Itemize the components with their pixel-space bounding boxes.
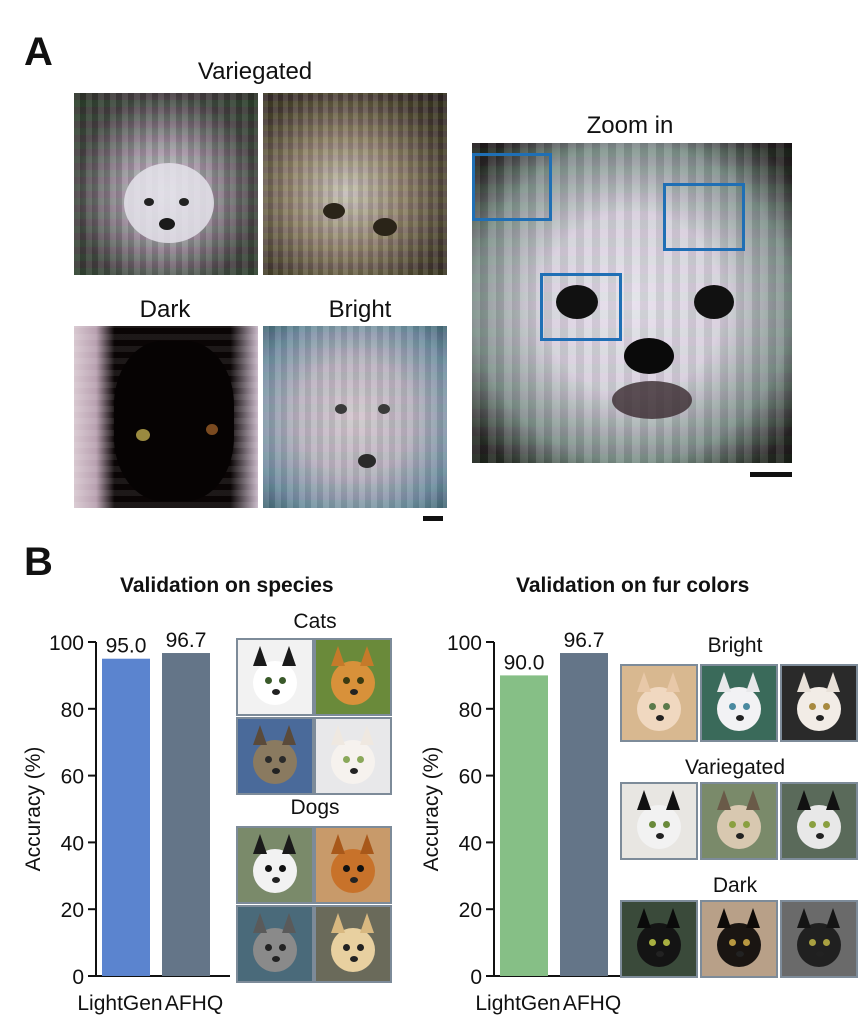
cat-photo-tuxedo xyxy=(236,638,314,716)
panel-a-letter: A xyxy=(24,30,53,74)
fur-y-tick-label: 0 xyxy=(470,966,482,989)
generated-image-dark-cat xyxy=(74,326,258,508)
dog-photo-wolf xyxy=(236,905,314,983)
zoom-region-box-3 xyxy=(540,273,622,341)
bar-chart-fur-colors: 0 20 40 60 80 100 Accuracy (%) 90.0 LightGen 96.7… xyxy=(420,629,628,1015)
fur-category-label: LightGen xyxy=(475,992,560,1015)
species-bar-lightgen xyxy=(102,658,150,976)
fur-y-tick-label: 100 xyxy=(447,632,482,655)
species-y-tick-label: 20 xyxy=(61,899,84,922)
fur-photo-dark-2 xyxy=(700,900,778,978)
fur-photo-bright-3 xyxy=(780,664,858,742)
species-bar-afhq xyxy=(162,653,210,976)
scale-bar-zoom xyxy=(750,472,792,477)
species-value-label: 95.0 xyxy=(106,635,147,658)
chart-title-species: Validation on species xyxy=(120,574,334,597)
fur-value-label: 96.7 xyxy=(564,629,605,652)
fur-photo-bright-2 xyxy=(700,664,778,742)
caption-cats: Cats xyxy=(293,610,337,633)
caption-fur-dark: Dark xyxy=(712,874,758,897)
bar-chart-species: 0 20 40 60 80 100 Accuracy (%) 95.0 LightGen 96.7… xyxy=(22,629,230,1015)
generated-image-variegated-dog xyxy=(263,93,447,275)
zoom-region-box-1 xyxy=(472,153,552,221)
fur-y-tick-label: 40 xyxy=(459,832,482,855)
fur-photo-dark-1 xyxy=(620,900,698,978)
species-y-tick-label: 40 xyxy=(61,832,84,855)
dog-photo-orange xyxy=(314,826,392,904)
generated-image-variegated-husky xyxy=(74,93,258,275)
dog-photo-golden xyxy=(314,905,392,983)
generated-image-zoom-in xyxy=(472,143,792,463)
fur-value-label: 90.0 xyxy=(504,651,545,674)
caption-variegated: Variegated xyxy=(197,58,313,85)
fur-bar-afhq xyxy=(560,653,608,976)
cat-photo-orange xyxy=(314,638,392,716)
fur-y-tick-label: 60 xyxy=(459,766,482,789)
species-y-tick-label: 0 xyxy=(72,966,84,989)
panel-b-letter: B xyxy=(24,540,53,584)
species-category-label: LightGen xyxy=(77,992,162,1015)
species-value-label: 96.7 xyxy=(166,629,207,652)
scale-bar-small xyxy=(423,516,443,521)
species-category-label: AFHQ xyxy=(165,992,223,1015)
caption-dark: Dark xyxy=(139,296,191,323)
fur-photo-variegated-2 xyxy=(700,782,778,860)
fur-y-tick-label: 20 xyxy=(459,899,482,922)
caption-zoom-in: Zoom in xyxy=(586,112,674,139)
generated-image-bright-dog xyxy=(263,326,447,508)
fur-photo-dark-3 xyxy=(780,900,858,978)
species-y-tick-label: 100 xyxy=(49,632,84,655)
fur-bar-lightgen xyxy=(500,675,548,976)
fur-y-axis-label: Accuracy (%) xyxy=(420,747,443,872)
caption-fur-bright: Bright xyxy=(707,634,763,657)
dog-photo-black-white xyxy=(236,826,314,904)
fur-photo-bright-1 xyxy=(620,664,698,742)
caption-fur-variegated: Variegated xyxy=(684,756,786,779)
cat-photo-white xyxy=(314,717,392,795)
fur-photo-variegated-1 xyxy=(620,782,698,860)
species-y-tick-label: 80 xyxy=(61,699,84,722)
fur-photo-variegated-3 xyxy=(780,782,858,860)
chart-title-fur-colors: Validation on fur colors xyxy=(516,574,750,597)
zoom-region-box-2 xyxy=(663,183,745,251)
species-y-axis-label: Accuracy (%) xyxy=(22,747,45,872)
fur-y-tick-label: 80 xyxy=(459,699,482,722)
cat-photo-tabby xyxy=(236,717,314,795)
caption-dogs: Dogs xyxy=(290,796,340,819)
caption-bright: Bright xyxy=(328,296,392,323)
fur-category-label: AFHQ xyxy=(563,992,621,1015)
species-y-tick-label: 60 xyxy=(61,766,84,789)
